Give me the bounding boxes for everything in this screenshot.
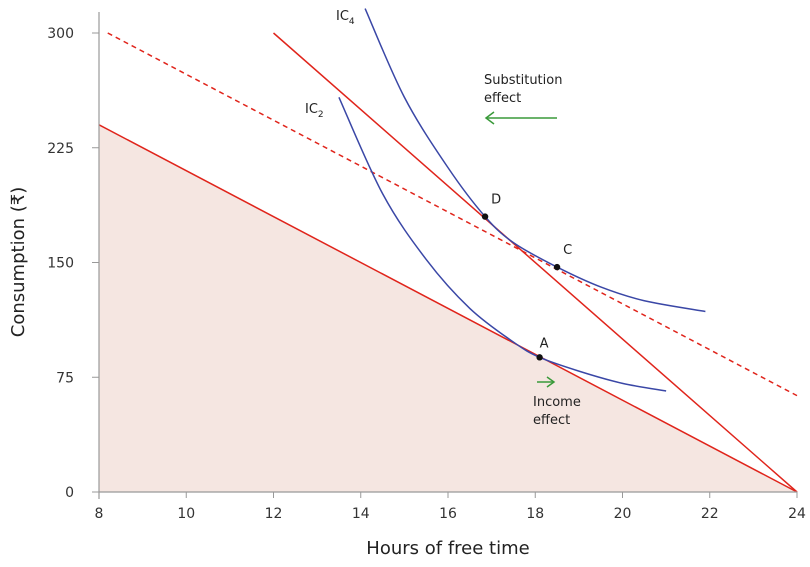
budget-dashed-line xyxy=(107,32,798,397)
x-tick-label: 8 xyxy=(95,506,104,522)
point-label-d: D xyxy=(491,193,501,208)
x-tick-label: 18 xyxy=(526,506,544,522)
indifference-curve-ic2 xyxy=(338,96,667,392)
ic4-label: IC4 xyxy=(336,9,355,27)
income-arrow xyxy=(537,376,556,388)
x-tick-label: 20 xyxy=(614,506,632,522)
point-a xyxy=(536,354,543,361)
income-label-2: effect xyxy=(533,413,570,428)
y-tick-label: 150 xyxy=(47,256,74,272)
x-tick-label: 12 xyxy=(265,506,283,522)
y-tick-label: 75 xyxy=(56,370,74,386)
income-label-1: Income xyxy=(533,395,581,410)
point-d xyxy=(481,213,489,220)
substitution-label-1: Substitution xyxy=(484,73,562,88)
budget-new-line xyxy=(273,32,798,493)
indifference-curve-ic4 xyxy=(364,8,706,313)
x-axis-label: Hours of free time xyxy=(366,538,529,559)
x-tick-label: 24 xyxy=(788,506,806,522)
substitution-label-2: effect xyxy=(484,91,521,106)
point-label-a: A xyxy=(540,336,549,351)
point-label-c: C xyxy=(563,243,572,258)
ic2-label: IC2 xyxy=(305,102,324,120)
y-tick-label: 300 xyxy=(47,26,74,42)
y-axis-label: Consumption (₹) xyxy=(8,187,29,337)
x-tick-label: 10 xyxy=(177,506,195,522)
y-tick-label: 225 xyxy=(47,141,74,157)
point-c xyxy=(553,263,561,271)
x-tick-label: 16 xyxy=(439,506,457,522)
x-tick-label: 22 xyxy=(701,506,719,522)
substitution-arrow xyxy=(484,111,557,125)
x-tick-label: 14 xyxy=(352,506,370,522)
y-tick-label: 0 xyxy=(65,485,74,501)
budget-original-line xyxy=(98,124,798,493)
